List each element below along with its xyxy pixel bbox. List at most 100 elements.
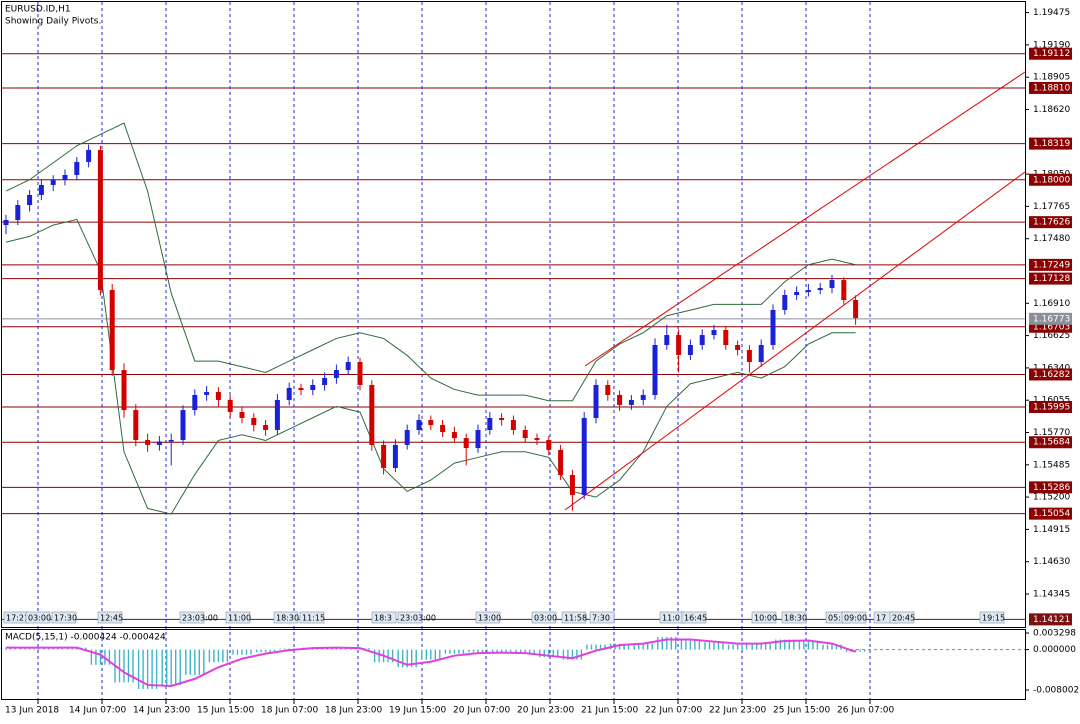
low-marker-box xyxy=(1029,613,1072,626)
candle-body xyxy=(192,394,198,411)
candle-body xyxy=(581,417,587,495)
indicator-note: Showing Daily Pivots. xyxy=(5,17,101,27)
candle-body xyxy=(274,399,280,431)
y-tick-label: 1.16910 xyxy=(1033,299,1070,309)
time-box-label: 20:45 xyxy=(892,614,915,623)
candle-body xyxy=(227,399,233,412)
candle-body xyxy=(74,161,80,175)
pivot-level-box xyxy=(1029,137,1072,150)
candle-body xyxy=(463,438,469,449)
pivot-level-box xyxy=(1029,481,1072,494)
y-tick-label: 1.14630 xyxy=(1033,557,1070,567)
candle-body xyxy=(558,449,564,475)
candle-body xyxy=(593,385,599,418)
candle-body xyxy=(310,385,316,390)
y-tick-label: 1.16340 xyxy=(1033,363,1070,373)
time-box-label: 23:03:00 xyxy=(400,614,436,623)
macd-frame xyxy=(1,629,1026,700)
candle-body xyxy=(50,179,56,185)
candle-body xyxy=(156,441,162,445)
time-box xyxy=(531,611,557,624)
candle-body xyxy=(416,420,422,431)
y-tick-label: 1.15770 xyxy=(1033,428,1070,438)
candle-body xyxy=(758,344,764,362)
channel-line xyxy=(584,71,1026,367)
macd-tick-label: -0.008002 xyxy=(1033,685,1079,695)
time-box-label: 18:3 xyxy=(374,614,392,623)
candle-body xyxy=(782,295,788,310)
x-tick-label: 22 Jun 07:00 xyxy=(645,706,702,716)
plot-layer xyxy=(0,2,1025,699)
y-tick-label: 1.19190 xyxy=(1033,40,1070,50)
band-upper xyxy=(5,122,856,402)
candle-body xyxy=(38,184,44,195)
time-box-label: 13:00 xyxy=(478,614,501,623)
pivot-level-label: 1.18810 xyxy=(1033,83,1070,93)
x-tick-label: 20 Jun 07:00 xyxy=(453,706,510,716)
x-tick-label: 13 Jun 2018 xyxy=(5,706,59,716)
candle-body xyxy=(853,300,859,319)
time-box xyxy=(371,611,397,624)
candle-body xyxy=(180,410,186,440)
time-box xyxy=(841,611,867,624)
pivot-level-label: 1.17626 xyxy=(1033,218,1070,228)
candle-body xyxy=(204,392,210,395)
x-tick-label: 19 Jun 15:00 xyxy=(389,706,446,716)
current-price-label: 1.16773 xyxy=(1033,314,1070,324)
time-box xyxy=(475,611,501,624)
x-tick-label: 22 Jun 23:00 xyxy=(709,706,766,716)
time-box-label: 11:58 xyxy=(564,614,587,623)
candle-body xyxy=(133,410,139,440)
time-box xyxy=(561,611,587,624)
candle-body xyxy=(829,280,835,288)
pivot-level-box xyxy=(1029,47,1072,60)
candle-body xyxy=(86,149,92,162)
candle-body xyxy=(109,290,115,371)
candle-body xyxy=(534,438,540,440)
time-box xyxy=(781,611,807,624)
candle-body xyxy=(440,425,446,433)
pivot-level-label: 1.15995 xyxy=(1033,402,1070,412)
time-box-label: 16:45 xyxy=(684,614,707,623)
time-box-label: 17:30 xyxy=(54,614,77,623)
candle-body xyxy=(735,344,741,350)
pivot-level-label: 1.19112 xyxy=(1033,49,1070,59)
pivot-level-label: 1.17128 xyxy=(1033,274,1070,284)
candle-body xyxy=(841,280,847,301)
candle-body xyxy=(62,174,68,180)
pivot-level-box xyxy=(1029,368,1072,381)
time-box xyxy=(299,611,325,624)
pivot-level-box xyxy=(1029,173,1072,186)
main-frame xyxy=(1,1,1026,628)
candle-body xyxy=(746,349,752,362)
y-tick-label: 1.17480 xyxy=(1033,234,1070,244)
time-box xyxy=(273,611,299,624)
time-box xyxy=(97,611,123,624)
y-tick-label: 1.18620 xyxy=(1033,105,1070,115)
x-tick-label: 26 Jun 07:00 xyxy=(837,706,894,716)
y-tick-label: 1.16055 xyxy=(1033,396,1070,406)
time-box-label: 12:45 xyxy=(100,614,123,623)
candle-body xyxy=(569,474,575,495)
current-price-box xyxy=(1029,312,1072,325)
candle-body xyxy=(499,417,505,421)
candle-body xyxy=(428,420,434,426)
time-box xyxy=(397,611,423,624)
band-lower xyxy=(5,218,856,515)
candle-body xyxy=(487,417,493,431)
candle-body xyxy=(770,309,776,345)
time-box xyxy=(589,611,615,624)
channel-line xyxy=(564,171,1026,511)
time-box xyxy=(681,611,707,624)
x-tick-label: 20 Jun 23:00 xyxy=(517,706,574,716)
candle-body xyxy=(664,335,670,345)
macd-signal xyxy=(6,638,856,687)
candle-body xyxy=(404,430,410,445)
time-box xyxy=(25,611,51,624)
y-tick-label: 1.19475 xyxy=(1033,8,1070,18)
pivot-level-label: 1.15054 xyxy=(1033,509,1070,519)
y-tick-label: 1.15485 xyxy=(1033,460,1070,470)
macd-tick-label: 0.003298 xyxy=(1033,628,1076,638)
candle-body xyxy=(369,385,375,445)
